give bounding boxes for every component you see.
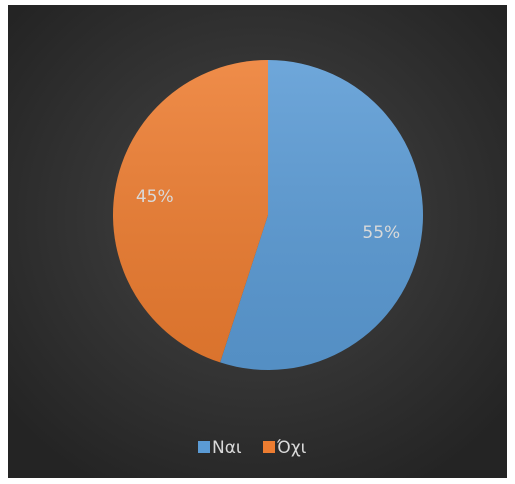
- legend-swatch: [263, 441, 275, 453]
- slice-shade: [220, 60, 424, 370]
- slice-shade: [113, 60, 268, 363]
- legend-swatch: [198, 441, 210, 453]
- legend-label: Ναι: [212, 438, 242, 458]
- data-label: 45%: [136, 187, 174, 207]
- legend-label: Όχι: [276, 438, 307, 458]
- data-label: 55%: [362, 223, 400, 243]
